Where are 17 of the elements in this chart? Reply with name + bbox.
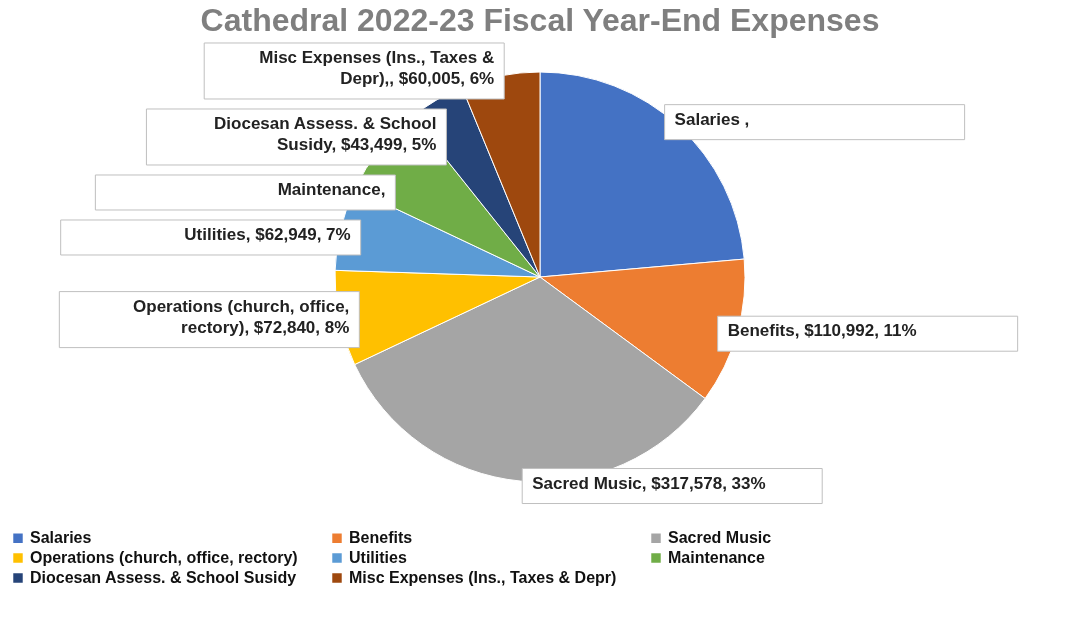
legend-label: Diocesan Assess. & School Susidy [30,569,297,586]
data-label: Misc Expenses (Ins., Taxes & Depr),, $60,005, 6% [259,47,495,88]
legend-label: Misc Expenses (Ins., Taxes & Depr) [349,569,617,586]
legend-label: Salaries [30,529,92,547]
data-label: Maintenance, [277,179,386,199]
legend-label: Sacred Music [668,529,772,547]
legend-label: Operations (church, office, rectory) [30,549,298,566]
data-label: Salaries , [674,109,750,129]
data-label: Benefits, $110,992, 11% [727,321,917,341]
legend-label: Maintenance [668,549,766,566]
data-label: Sacred Music, $317,578, 33% [532,473,766,493]
data-label: Diocesan Assess. & School Susidy, $43,499, 5% [214,113,437,154]
legend-label: Benefits [349,529,413,547]
legend-label: Utilities [349,549,407,566]
chart-title: Cathedral 2022-23 Fiscal Year-End Expenses [200,2,880,38]
data-label: Utilities, $62,949, 7% [184,224,351,244]
data-label: Operations (church, office, rectory), $72,840, 8% [133,296,350,337]
